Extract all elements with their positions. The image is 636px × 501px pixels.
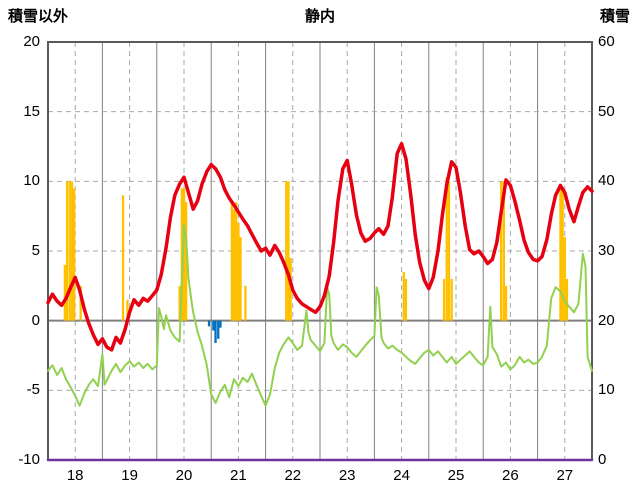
x-axis-tick-label: 26	[502, 467, 519, 484]
y-axis-left-tick-label: 10	[23, 172, 40, 190]
x-axis-tick-label: 19	[121, 467, 138, 484]
x-axis-tick-label: 20	[175, 467, 193, 484]
y-axis-right-tick-label: 20	[598, 311, 615, 329]
y-axis-left-tick-label: 0	[31, 311, 40, 329]
y-axis-right-tick-label: 40	[598, 172, 615, 190]
x-axis-tick-label: 22	[284, 467, 302, 484]
x-axis-tick-label: 25	[447, 467, 465, 484]
chart-title: 静内	[304, 8, 335, 25]
x-axis-tick-label: 27	[556, 467, 574, 484]
y-axis-left-tick-label: 20	[23, 33, 40, 50]
y-axis-right-tick-label: 10	[598, 381, 615, 399]
y-axis-right-tick-label: 60	[598, 33, 615, 50]
y-axis-left-tick-label: 5	[31, 242, 40, 259]
y-axis-left-tick-label: -10	[18, 451, 40, 468]
x-axis-tick-label: 18	[66, 467, 84, 484]
y-axis-right-tick-label: 0	[598, 451, 607, 468]
y-axis-left-tick-label: -5	[26, 381, 40, 399]
x-axis-tick-label: 23	[338, 467, 356, 484]
y-axis-left-tick-label: 15	[23, 102, 40, 120]
left-axis-title: 積雪以外	[8, 8, 69, 25]
x-axis-tick-label: 24	[393, 467, 410, 484]
right-axis-title: 積雪	[599, 8, 630, 25]
y-axis-right-tick-label: 50	[598, 102, 615, 120]
y-axis-right-tick-label: 30	[598, 242, 615, 259]
x-axis-tick-label: 21	[230, 467, 247, 484]
